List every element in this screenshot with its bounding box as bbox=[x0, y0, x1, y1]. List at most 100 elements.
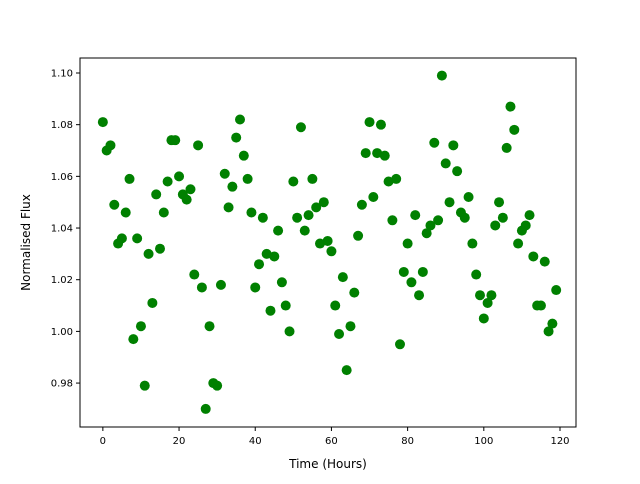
data-point bbox=[421, 228, 432, 239]
data-point bbox=[303, 210, 314, 221]
data-point bbox=[227, 181, 238, 192]
data-point bbox=[250, 282, 261, 293]
y-tick-label: 1.04 bbox=[51, 224, 73, 235]
data-point bbox=[143, 248, 154, 259]
y-tick-label: 1.08 bbox=[51, 120, 73, 131]
data-point bbox=[467, 238, 478, 249]
data-point bbox=[513, 238, 524, 249]
data-point bbox=[135, 321, 146, 332]
data-point bbox=[254, 259, 265, 270]
plot-frame bbox=[79, 57, 577, 428]
data-point bbox=[528, 251, 539, 262]
data-point bbox=[292, 212, 303, 223]
data-point bbox=[375, 119, 386, 130]
data-point bbox=[341, 365, 352, 376]
data-point bbox=[398, 266, 409, 277]
y-tick-label: 0.98 bbox=[51, 379, 73, 390]
data-point bbox=[505, 101, 516, 112]
data-point bbox=[486, 290, 497, 301]
data-point bbox=[315, 238, 325, 249]
data-point bbox=[212, 380, 223, 391]
data-point bbox=[337, 272, 348, 283]
data-point bbox=[402, 238, 413, 249]
data-point bbox=[158, 207, 169, 218]
y-axis-ticks: 0.98 1.00 1.02 1.04 1.06 1.08 1.10 bbox=[51, 68, 80, 390]
data-point bbox=[246, 207, 257, 218]
data-point bbox=[235, 114, 245, 125]
data-point bbox=[196, 282, 207, 293]
data-point bbox=[444, 197, 455, 208]
data-point bbox=[204, 321, 215, 332]
data-point bbox=[482, 297, 493, 308]
data-point bbox=[257, 212, 268, 223]
x-tick-label: 120 bbox=[550, 436, 569, 447]
data-point bbox=[284, 326, 295, 337]
x-tick-label: 100 bbox=[474, 436, 493, 447]
x-tick-label: 80 bbox=[401, 436, 414, 447]
data-point bbox=[387, 215, 398, 226]
data-point bbox=[265, 305, 276, 316]
data-point bbox=[261, 248, 272, 259]
data-point bbox=[139, 380, 150, 391]
data-point bbox=[417, 266, 428, 277]
data-point bbox=[410, 210, 421, 221]
data-point bbox=[174, 171, 185, 182]
data-point bbox=[189, 269, 200, 280]
data-point bbox=[509, 124, 520, 135]
x-tick-label: 0 bbox=[100, 436, 106, 447]
data-point bbox=[120, 207, 131, 218]
data-point bbox=[475, 290, 485, 301]
data-point bbox=[269, 251, 280, 262]
data-point bbox=[238, 150, 249, 161]
data-point bbox=[299, 225, 310, 236]
data-point bbox=[334, 328, 345, 339]
data-point bbox=[132, 233, 143, 244]
data-point bbox=[433, 215, 444, 226]
data-point bbox=[414, 290, 425, 301]
x-axis-ticks: 0 20 40 60 80 100 120 bbox=[100, 427, 570, 447]
data-point bbox=[452, 166, 463, 177]
data-point bbox=[353, 230, 364, 241]
data-point bbox=[440, 158, 451, 169]
data-point bbox=[395, 339, 405, 350]
data-point bbox=[539, 256, 550, 267]
data-point bbox=[520, 220, 531, 231]
data-point bbox=[219, 168, 230, 179]
y-tick-label: 1.06 bbox=[51, 172, 73, 183]
data-point bbox=[459, 212, 470, 223]
data-point bbox=[193, 140, 204, 151]
data-point bbox=[155, 243, 165, 254]
data-point bbox=[330, 300, 341, 311]
data-point bbox=[429, 137, 440, 148]
data-point bbox=[448, 140, 459, 151]
data-point bbox=[535, 300, 546, 311]
x-tick-label: 40 bbox=[249, 436, 262, 447]
data-point bbox=[307, 173, 318, 184]
y-tick-label: 1.10 bbox=[51, 68, 73, 79]
data-point bbox=[478, 313, 489, 324]
x-tick-label: 60 bbox=[325, 436, 338, 447]
data-point bbox=[322, 235, 333, 246]
data-point bbox=[231, 132, 242, 143]
data-point bbox=[356, 199, 367, 210]
data-point bbox=[406, 277, 417, 288]
data-point bbox=[273, 225, 284, 236]
data-point bbox=[379, 150, 390, 161]
y-tick-label: 1.00 bbox=[51, 327, 73, 338]
data-point bbox=[372, 148, 383, 159]
data-point bbox=[364, 117, 375, 128]
data-point bbox=[185, 184, 196, 195]
data-point bbox=[543, 326, 554, 337]
data-point bbox=[162, 176, 173, 187]
data-point bbox=[276, 277, 287, 288]
data-point bbox=[497, 212, 508, 223]
data-point bbox=[215, 279, 226, 290]
data-point bbox=[170, 135, 181, 146]
data-point bbox=[105, 140, 116, 151]
data-point bbox=[116, 233, 127, 244]
data-point bbox=[360, 148, 371, 159]
data-point bbox=[97, 117, 108, 128]
data-point bbox=[501, 142, 512, 153]
data-point bbox=[490, 220, 501, 231]
